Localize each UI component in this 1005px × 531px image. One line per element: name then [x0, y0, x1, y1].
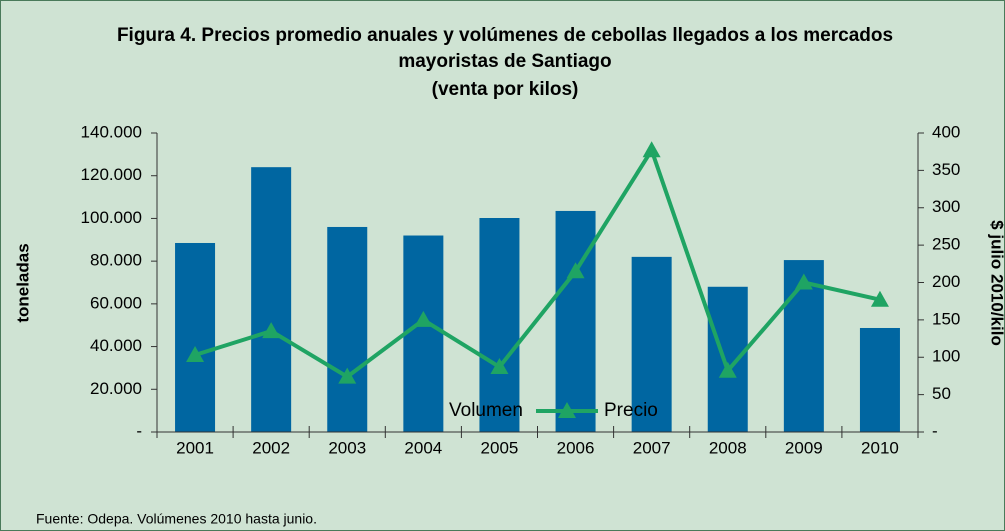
y-tick-label: 80.000 — [90, 251, 142, 270]
marker — [338, 367, 357, 384]
marker — [566, 262, 585, 279]
bar — [631, 256, 672, 432]
y-tick-label: 20.000 — [90, 379, 142, 398]
legend-label: Volumen — [449, 400, 523, 421]
marker — [186, 346, 205, 363]
marker — [262, 322, 281, 339]
y2-tick-label: 100 — [932, 347, 960, 366]
bar — [327, 226, 368, 432]
x-tick-label: 2002 — [252, 438, 290, 457]
y2-tick-label: 300 — [932, 197, 960, 216]
y2-tick-label: 150 — [932, 309, 960, 328]
bar — [859, 327, 900, 432]
chart-subtitle: (venta por kilos) — [432, 79, 579, 100]
chart-title: Figura 4. Precios promedio anuales y vol… — [117, 25, 893, 46]
y-tick-label: 140.000 — [81, 122, 142, 141]
x-tick-label: 2001 — [176, 438, 214, 457]
y2-tick-label: 400 — [932, 122, 960, 141]
y2-tick-label: 50 — [932, 384, 951, 403]
marker — [642, 141, 661, 158]
bar — [251, 167, 292, 432]
legend-swatch — [408, 402, 442, 419]
y-tick-label: - — [136, 421, 142, 440]
y2-tick-label: - — [932, 421, 938, 440]
bar — [479, 218, 520, 432]
x-tick-label: 2004 — [404, 438, 442, 457]
y2-tick-label: 250 — [932, 235, 960, 254]
x-tick-label: 2008 — [709, 438, 747, 457]
x-tick-label: 2003 — [328, 438, 366, 457]
marker — [490, 357, 509, 374]
y2-tick-label: 200 — [932, 272, 960, 291]
y-axis-label: toneladas — [13, 243, 32, 322]
legend-label: Precio — [604, 400, 658, 421]
x-tick-label: 2009 — [785, 438, 823, 457]
marker — [414, 310, 433, 327]
x-tick-label: 2007 — [633, 438, 671, 457]
bar — [555, 210, 596, 432]
y-tick-label: 40.000 — [90, 336, 142, 355]
chart-title: mayoristas de Santiago — [398, 51, 611, 72]
legend-marker — [558, 402, 576, 418]
x-tick-label: 2006 — [557, 438, 595, 457]
source-note: Fuente: Odepa. Volúmenes 2010 hasta juni… — [36, 511, 317, 527]
y2-tick-label: 350 — [932, 160, 960, 179]
bar — [175, 242, 216, 432]
x-tick-label: 2010 — [861, 438, 899, 457]
marker — [794, 273, 813, 290]
line — [194, 145, 881, 380]
marker — [718, 361, 737, 378]
bar — [403, 235, 444, 432]
marker — [870, 290, 889, 307]
y-tick-label: 100.000 — [81, 208, 142, 227]
y-tick-label: 120.000 — [81, 165, 142, 184]
bar — [707, 286, 748, 432]
y-tick-label: 60.000 — [90, 293, 142, 312]
x-tick-label: 2005 — [481, 438, 519, 457]
y2-axis-label: $ julio 2010/kilo — [988, 220, 1005, 346]
